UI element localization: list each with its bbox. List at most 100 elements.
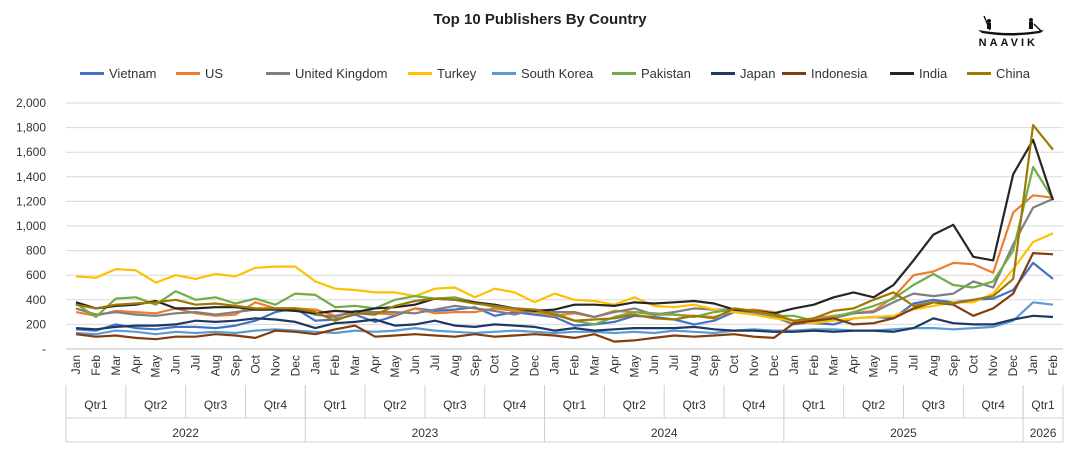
quarter-label: Qtr3 — [443, 398, 467, 412]
series-line-japan — [75, 314, 1054, 333]
legend-swatch — [711, 72, 735, 75]
y-tick-label: - — [42, 342, 46, 356]
x-tick-label: Jul — [667, 355, 681, 370]
year-label: 2025 — [890, 426, 917, 440]
x-tick-label: Jun — [887, 355, 901, 374]
legend-item-us: US — [176, 66, 223, 81]
quarter-label: Qtr3 — [682, 398, 706, 412]
legend-label: India — [919, 66, 948, 81]
x-tick-label: Jun — [647, 355, 661, 374]
legend-swatch — [612, 72, 636, 75]
x-tick-label: Mar — [348, 355, 362, 376]
x-tick-label: Dec — [1006, 355, 1020, 376]
x-tick-label: Dec — [528, 355, 542, 376]
legend-swatch — [176, 72, 200, 75]
x-tick-label: Nov — [508, 355, 522, 376]
quarter-label: Qtr4 — [264, 398, 288, 412]
y-tick-label: 2,000 — [16, 96, 46, 110]
series-line-indonesia — [75, 252, 1054, 343]
x-tick-label: Apr — [607, 355, 621, 374]
x-tick-label: Oct — [488, 354, 502, 373]
y-tick-label: 1,400 — [16, 170, 46, 184]
legend-item-south-korea: South Korea — [492, 66, 593, 81]
legend-item-indonesia: Indonesia — [782, 66, 867, 81]
logo-text: NAAVIK — [978, 37, 1038, 49]
quarter-label: Qtr1 — [84, 398, 108, 412]
legend-swatch — [80, 72, 104, 75]
x-tick-label: Aug — [687, 355, 701, 376]
y-tick-label: 800 — [26, 244, 46, 258]
y-tick-label: 200 — [26, 317, 46, 331]
x-tick-label: Jan — [69, 355, 83, 374]
x-tick-label: Nov — [268, 355, 282, 376]
series-line-united-kingdom — [75, 197, 1054, 326]
quarter-label: Qtr2 — [144, 398, 168, 412]
x-tick-label: Feb — [567, 355, 581, 376]
year-label: 2026 — [1030, 426, 1057, 440]
x-tick-label: Mar — [109, 355, 123, 376]
x-tick-label: Jan — [308, 355, 322, 374]
y-tick-label: 1,800 — [16, 121, 46, 135]
legend-swatch — [492, 72, 516, 75]
series-line-china — [75, 123, 1054, 322]
series-line-turkey — [75, 232, 1054, 325]
x-tick-label: Oct — [966, 354, 980, 373]
x-tick-label: May — [149, 355, 163, 378]
legend-label: Indonesia — [811, 66, 868, 81]
x-tick-label: Jun — [169, 355, 183, 374]
legend-label: Japan — [740, 66, 776, 81]
x-tick-label: Nov — [747, 355, 761, 376]
x-tick-label: Feb — [807, 355, 821, 376]
x-tick-label: Jul — [189, 355, 203, 370]
legend-item-turkey: Turkey — [408, 66, 476, 81]
legend-label: Turkey — [437, 66, 477, 81]
chart-title: Top 10 Publishers By Country — [433, 11, 647, 28]
quarter-label: Qtr2 — [623, 398, 647, 412]
x-tick-label: Oct — [248, 354, 262, 373]
x-tick-label: May — [627, 355, 641, 378]
legend-swatch — [782, 72, 806, 75]
quarter-label: Qtr3 — [204, 398, 228, 412]
x-tick-label: Mar — [827, 355, 841, 376]
legend-item-pakistan: Pakistan — [612, 66, 691, 81]
y-tick-label: 400 — [26, 293, 46, 307]
x-tick-label: Feb — [89, 355, 103, 376]
legend-item-china: China — [967, 66, 1030, 81]
x-tick-label: Aug — [926, 355, 940, 376]
legend-label: Vietnam — [109, 66, 157, 81]
x-tick-label: Feb — [328, 355, 342, 376]
y-tick-label: 1,600 — [16, 145, 46, 159]
x-tick-label: Mar — [587, 355, 601, 376]
year-label: 2022 — [172, 426, 199, 440]
quarter-label: Qtr1 — [1031, 398, 1055, 412]
x-tick-label: Apr — [847, 355, 861, 374]
legend-label: South Korea — [521, 66, 594, 81]
legend-label: Pakistan — [641, 66, 691, 81]
quarter-label: Qtr1 — [324, 398, 348, 412]
x-tick-label: Feb — [1046, 355, 1060, 376]
series-line-us — [75, 194, 1054, 323]
legend-label: China — [996, 66, 1030, 81]
quarter-label: Qtr3 — [922, 398, 946, 412]
x-tick-label: Jan — [1026, 355, 1040, 374]
y-tick-label: 1,200 — [16, 194, 46, 208]
x-tick-label: Sep — [228, 355, 242, 377]
x-tick-label: Sep — [946, 355, 960, 377]
x-tick-label: Aug — [448, 355, 462, 376]
y-tick-label: 1,000 — [16, 219, 46, 233]
legend-item-united-kingdom: United Kingdom — [266, 66, 388, 81]
x-tick-label: Sep — [468, 355, 482, 377]
legend-item-vietnam: Vietnam — [80, 66, 156, 81]
legend-swatch — [266, 72, 290, 75]
boat-logo-icon — [978, 15, 1044, 36]
x-tick-label: Jan — [787, 355, 801, 374]
x-tick-label: Dec — [767, 355, 781, 376]
x-tick-label: Apr — [368, 355, 382, 374]
quarter-label: Qtr2 — [383, 398, 407, 412]
x-tick-label: May — [867, 355, 881, 378]
legend-swatch — [967, 72, 991, 75]
legend-item-japan: Japan — [711, 66, 775, 81]
x-tick-label: Aug — [209, 355, 223, 376]
